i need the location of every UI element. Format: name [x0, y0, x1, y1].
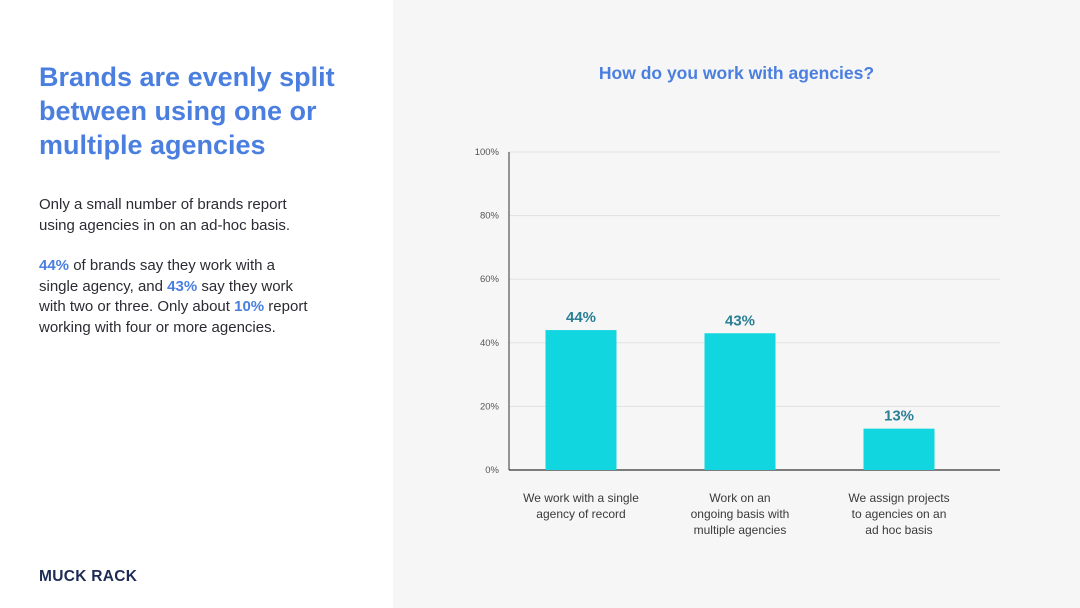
paragraph-line: Only a small number of brands report [39, 196, 287, 213]
brand-logo: MUCK RACK [39, 568, 138, 585]
x-category-label-line: multiple agencies [694, 523, 787, 537]
text-run: of brands say they work with a [69, 257, 275, 274]
x-category-label-line: We assign projects [848, 491, 949, 505]
y-tick-label: 0% [485, 465, 499, 476]
y-tick-label: 40% [480, 338, 500, 349]
paragraph-line: using agencies in on an ad-hoc basis. [39, 216, 291, 234]
bar [863, 428, 935, 470]
text-run: with two or three. Only about [39, 298, 235, 315]
chart-panel [393, 0, 1080, 608]
text-panel: Brands are evenly split between using on… [0, 0, 393, 608]
paragraph-line: single agency, and 43% say they work [39, 277, 349, 298]
bar [545, 330, 617, 470]
bar-chart: 0% 20% 40% 60% 80% 100% 44% We work with a sing… [475, 147, 1000, 537]
bar-value-label: 13% [884, 408, 914, 425]
highlight-stat: 44% [39, 257, 70, 274]
x-category-label-line: to agencies on an [852, 507, 947, 521]
x-category-label: Work on an ongoing basis with multiple age… [691, 491, 790, 537]
paragraph-line: working with four or more agencies. [39, 318, 276, 336]
y-tick-label: 20% [480, 401, 500, 412]
paragraph-line: with two or three. Only about 10% report [39, 297, 349, 318]
highlight-stat: 43% [167, 277, 198, 295]
chart-title: How do you work with agencies? [598, 63, 875, 83]
bar-value-label: 44% [566, 309, 596, 326]
x-category-label-line: Work on an [709, 491, 770, 505]
x-category-label-line: agency of record [536, 507, 625, 521]
headline: Brands are evenly split between using on… [39, 60, 359, 162]
x-category-label: We work with a single agency of record [523, 491, 639, 521]
y-tick-label: 60% [480, 274, 500, 285]
y-tick-label: 80% [480, 211, 500, 222]
summary-paragraph: Only a small number of brands report usi… [39, 195, 349, 236]
highlight-stat: 10% [234, 298, 265, 315]
paragraph-line: 44% of brands say they work with a [39, 256, 349, 277]
headline-line: Brands are evenly split [39, 62, 335, 92]
y-tick-label: 100% [475, 147, 500, 158]
bar [704, 333, 776, 470]
x-category-label-line: ad hoc basis [865, 523, 932, 537]
text-run: say they work [197, 277, 294, 295]
detail-paragraph: 44% of brands say they work with a singl… [39, 256, 349, 338]
x-category-label: We assign projects to agencies on an ad ho… [848, 491, 949, 537]
text-run: report [264, 298, 308, 315]
text-run: single agency, and [39, 277, 168, 295]
x-category-label-line: We work with a single [523, 491, 639, 505]
headline-line: multiple agencies [39, 130, 266, 160]
x-category-label-line: ongoing basis with [691, 507, 790, 521]
bar-value-label: 43% [725, 312, 755, 329]
headline-line: between using one or [39, 96, 317, 126]
